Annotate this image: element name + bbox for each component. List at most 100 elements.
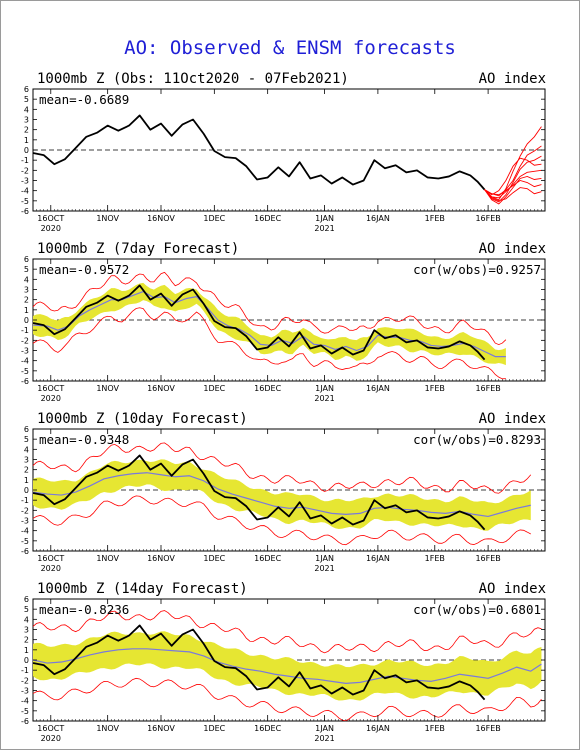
y-tick-label: -1 xyxy=(21,156,29,165)
stat-mean: mean=-0.9572 xyxy=(39,262,129,277)
stat-mean: mean=-0.9348 xyxy=(39,432,129,447)
x-tick-label: 1FEB xyxy=(425,724,445,733)
y-tick-label: -4 xyxy=(21,527,29,536)
y-tick-label: 2 xyxy=(24,126,29,135)
y-tick-label: 2 xyxy=(24,296,29,305)
x-tick-label: 1DEC xyxy=(203,384,225,393)
y-tick-label: 3 xyxy=(24,286,29,295)
x-tick-label: 16OCT xyxy=(37,554,64,563)
y-tick-label: -4 xyxy=(21,357,29,366)
panel-right-label: AO index xyxy=(479,581,546,597)
lower-bound-line xyxy=(32,495,531,546)
y-tick-label: -5 xyxy=(21,197,29,206)
y-tick-label: 6 xyxy=(24,425,29,434)
x-tick-label: 16DEC xyxy=(254,724,281,733)
x-tick-label: 1JAN xyxy=(315,384,334,393)
y-tick-label: 6 xyxy=(24,595,29,604)
y-tick-label: 6 xyxy=(24,255,29,264)
y-tick-label: -3 xyxy=(21,177,29,186)
panel-title: 1000mb Z (7day Forecast) xyxy=(37,241,239,257)
panel-observed: 1000mb Z (Obs: 11Oct2020 - 07Feb2021) AO… xyxy=(21,71,546,233)
x-tick-year-label: 2020 xyxy=(41,564,61,573)
x-tick-label: 16NOV xyxy=(147,554,175,563)
y-tick-label: -2 xyxy=(21,166,29,175)
ensemble-member-line xyxy=(484,187,542,202)
y-tick-label: 0 xyxy=(24,146,29,155)
x-tick-label: 1NOV xyxy=(96,384,119,393)
y-tick-label: 4 xyxy=(24,445,29,454)
x-tick-label: 16FEB xyxy=(475,724,500,733)
y-tick-label: -2 xyxy=(21,506,29,515)
figure-title: AO: Observed & ENSM forecasts xyxy=(124,37,456,59)
y-tick-label: 6 xyxy=(24,85,29,94)
x-tick-label: 16FEB xyxy=(475,384,500,393)
x-tick-year-label: 2021 xyxy=(314,734,334,743)
y-tick-label: -3 xyxy=(21,517,29,526)
stat-correlation: cor(w/obs)=0.6801 xyxy=(413,602,541,617)
x-tick-label: 16OCT xyxy=(37,724,64,733)
y-tick-label: 4 xyxy=(24,105,29,114)
y-tick-label: -1 xyxy=(21,666,29,675)
y-tick-label: -5 xyxy=(21,537,29,546)
x-tick-year-label: 2020 xyxy=(41,224,61,233)
y-tick-label: -1 xyxy=(21,326,29,335)
y-tick-label: -4 xyxy=(21,697,29,706)
x-tick-label: 16JAN xyxy=(366,554,390,563)
ensemble-mean-line xyxy=(32,648,542,684)
y-tick-label: -3 xyxy=(21,687,29,696)
x-tick-label: 16OCT xyxy=(37,384,64,393)
y-tick-label: -5 xyxy=(21,707,29,716)
ensemble-mean-line xyxy=(32,472,531,518)
upper-bound-line xyxy=(32,442,532,494)
panel-right-label: AO index xyxy=(479,71,546,87)
ensemble-member-line xyxy=(484,157,542,196)
x-tick-label: 1NOV xyxy=(96,724,119,733)
x-tick-label: 1JAN xyxy=(315,724,334,733)
x-tick-label: 1DEC xyxy=(203,554,225,563)
x-tick-year-label: 2020 xyxy=(41,394,61,403)
y-tick-label: 5 xyxy=(24,435,29,444)
y-tick-label: 2 xyxy=(24,636,29,645)
x-tick-label: 16FEB xyxy=(475,214,500,223)
panel-title: 1000mb Z (Obs: 11Oct2020 - 07Feb2021) xyxy=(37,71,349,87)
y-tick-label: -5 xyxy=(21,367,29,376)
panel-title: 1000mb Z (10day Forecast) xyxy=(37,411,248,427)
y-tick-label: -2 xyxy=(21,336,29,345)
y-tick-label: 2 xyxy=(24,466,29,475)
x-tick-label: 16NOV xyxy=(147,724,175,733)
y-tick-label: -6 xyxy=(21,377,29,386)
x-tick-year-label: 2021 xyxy=(314,224,334,233)
observed-line xyxy=(32,454,486,531)
ensemble-member-line xyxy=(484,169,542,199)
y-tick-label: 0 xyxy=(24,486,29,495)
x-tick-label: 16OCT xyxy=(37,214,64,223)
stat-mean: mean=-0.6689 xyxy=(39,92,129,107)
panel-7day: 1000mb Z (7day Forecast) AO index -6-5-4… xyxy=(21,241,546,403)
x-tick-label: 1FEB xyxy=(425,384,445,393)
x-tick-label: 1FEB xyxy=(425,214,445,223)
panel-14day: 1000mb Z (14day Forecast) AO index -6-5-… xyxy=(21,581,546,743)
y-tick-label: 4 xyxy=(24,275,29,284)
y-tick-label: 1 xyxy=(24,306,29,315)
x-tick-label: 16DEC xyxy=(254,384,281,393)
y-tick-label: -2 xyxy=(21,676,29,685)
panel-title: 1000mb Z (14day Forecast) xyxy=(37,581,248,597)
y-tick-label: 3 xyxy=(24,116,29,125)
y-tick-label: 0 xyxy=(24,656,29,665)
x-tick-year-label: 2021 xyxy=(314,394,334,403)
observed-line xyxy=(32,624,486,701)
y-tick-label: 5 xyxy=(24,605,29,614)
x-tick-label: 1NOV xyxy=(96,214,119,223)
stat-mean: mean=-0.8236 xyxy=(39,602,129,617)
y-tick-label: 1 xyxy=(24,136,29,145)
lower-bound-line xyxy=(32,677,542,722)
upper-bound-line xyxy=(32,610,542,654)
x-tick-label: 16NOV xyxy=(147,384,175,393)
y-tick-label: 3 xyxy=(24,626,29,635)
y-tick-label: -3 xyxy=(21,347,29,356)
x-tick-label: 1JAN xyxy=(315,554,334,563)
y-tick-label: 4 xyxy=(24,615,29,624)
y-tick-label: 5 xyxy=(24,95,29,104)
stat-correlation: cor(w/obs)=0.8293 xyxy=(413,432,541,447)
